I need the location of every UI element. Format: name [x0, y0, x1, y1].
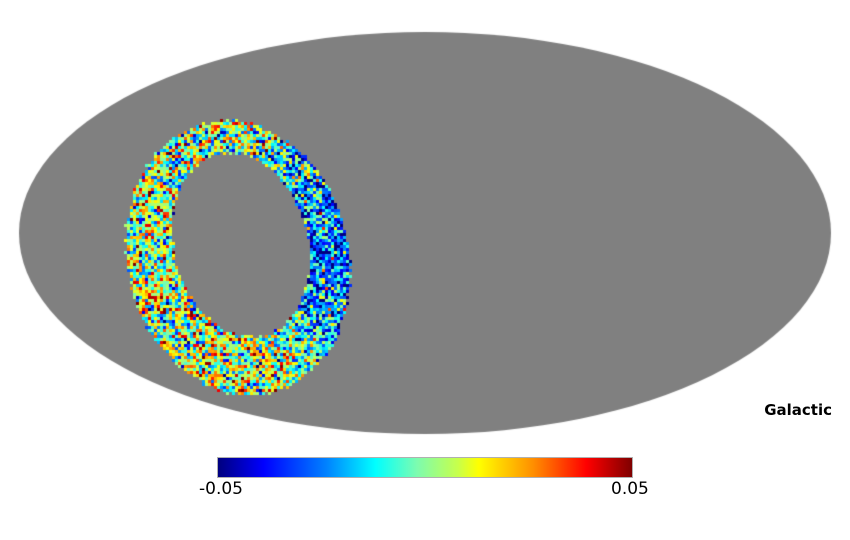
colorbar-max-tick-label: 0.05	[611, 479, 649, 499]
mollweide-sky-map[interactable]	[0, 0, 850, 460]
coordinate-system-label: Galactic	[764, 401, 832, 419]
colorbar[interactable]	[217, 457, 633, 478]
colorbar-min-tick-label: -0.05	[199, 479, 243, 499]
colorbar-gradient	[217, 457, 633, 478]
